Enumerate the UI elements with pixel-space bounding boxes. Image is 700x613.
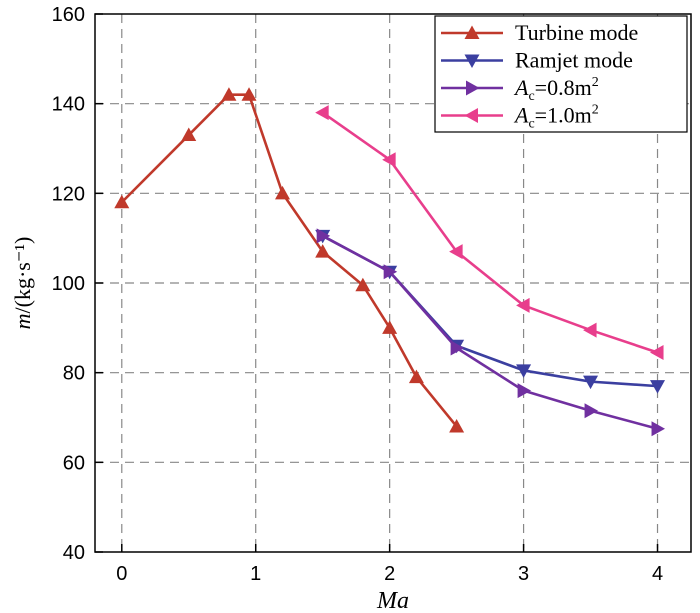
legend-label: Ac=1.0m2 [513, 103, 599, 132]
legend-entry: Ac=1.0m2 [441, 103, 599, 132]
legend-marker [466, 80, 480, 96]
data-point [450, 340, 465, 356]
legend-marker [464, 108, 478, 123]
series-line [120, 93, 458, 428]
data-point [355, 277, 371, 292]
data-point [517, 383, 532, 399]
data-point [449, 244, 463, 260]
data-point [315, 105, 329, 121]
data-point [315, 244, 331, 258]
legend-entry: Ac=0.8m2 [441, 75, 599, 104]
series-line [321, 111, 658, 354]
legend-entry: Ramjet mode [441, 48, 633, 73]
data-point [114, 194, 130, 209]
y-tick-label: 160 [52, 4, 85, 26]
y-tick-label: 120 [52, 183, 85, 205]
y-tick-label: 80 [63, 363, 85, 385]
axis-labels: Ma m/(kg·s⁻¹) [10, 237, 409, 613]
x-tick-label: 4 [652, 563, 663, 585]
legend-marker [464, 25, 480, 39]
series-2 [316, 228, 666, 437]
data-point [221, 87, 237, 101]
y-tick-label: 100 [52, 273, 85, 295]
x-tick-label: 0 [116, 563, 127, 585]
series-line [322, 234, 658, 388]
data-point [275, 185, 291, 200]
data-point [516, 364, 532, 378]
data-point [516, 297, 530, 313]
data-point [583, 322, 597, 338]
legend-label: Turbine mode [515, 20, 638, 45]
data-point [382, 152, 396, 168]
series-3 [315, 105, 664, 360]
data-point [383, 264, 398, 280]
data-point [316, 228, 331, 244]
data-point [583, 375, 599, 390]
series-0 [114, 87, 465, 433]
ticks: 0 1 2 3 4 40 60 80 100 120 140 160 [52, 4, 663, 585]
data-point [382, 320, 398, 334]
data-point [650, 380, 666, 394]
data-point [241, 87, 257, 101]
series-layer [114, 87, 666, 437]
y-tick-label: 60 [63, 452, 85, 474]
data-point [408, 369, 424, 384]
y-tick-label: 40 [63, 542, 85, 564]
x-tick-label: 3 [518, 563, 529, 585]
legend-label: Ac=0.8m2 [513, 75, 599, 104]
data-point [181, 127, 197, 142]
data-point [449, 418, 465, 433]
data-point [584, 403, 599, 419]
x-tick-label: 2 [384, 563, 395, 585]
x-tick-label: 1 [250, 563, 261, 585]
legend-entry: Turbine mode [441, 20, 638, 45]
series-line [322, 234, 658, 430]
y-axis-label: m/(kg·s⁻¹) [10, 237, 35, 330]
data-point [651, 421, 666, 437]
data-point [650, 344, 664, 360]
x-axis-label: Ma [376, 588, 409, 613]
legend-marker [464, 54, 480, 68]
legend-label: Ramjet mode [515, 48, 633, 73]
y-tick-label: 140 [52, 94, 85, 116]
